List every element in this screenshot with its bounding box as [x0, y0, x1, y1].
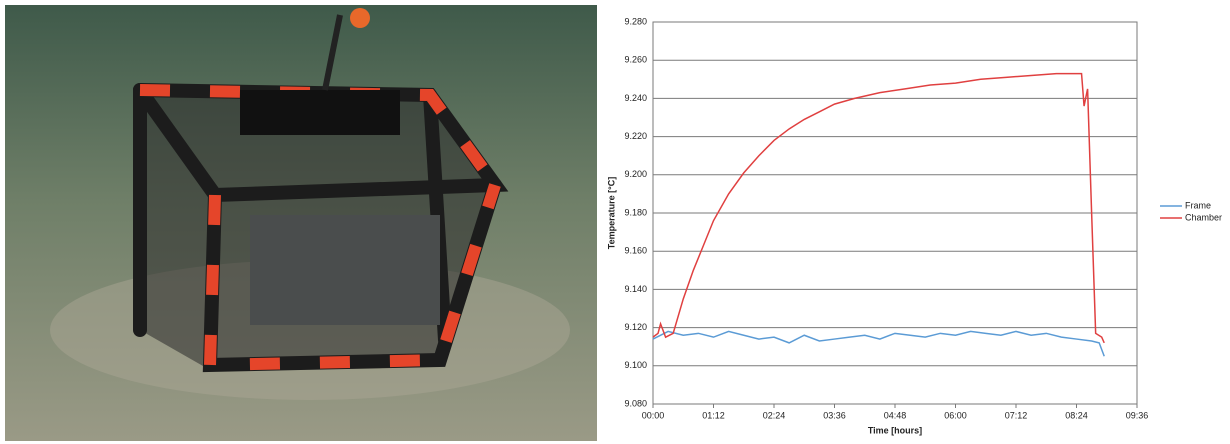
x-tick-label: 06:00	[944, 410, 967, 420]
photo	[5, 5, 597, 441]
y-tick-label: 9.220	[624, 131, 647, 141]
y-axis-title: Temperature [°C]	[606, 177, 616, 249]
series-line	[653, 331, 1104, 356]
y-tick-label: 9.260	[624, 55, 647, 65]
y-tick-label: 9.180	[624, 207, 647, 217]
x-tick-label: 08:24	[1065, 410, 1088, 420]
y-tick-label: 9.140	[624, 284, 647, 294]
x-tick-label: 00:00	[642, 410, 665, 420]
y-tick-label: 9.080	[624, 398, 647, 408]
series-line	[653, 74, 1104, 343]
x-tick-label: 02:24	[763, 410, 786, 420]
x-tick-label: 03:36	[823, 410, 846, 420]
legend-label: Chamber	[1185, 212, 1222, 222]
y-tick-label: 9.200	[624, 169, 647, 179]
x-axis-title: Time [hours]	[868, 425, 922, 435]
y-tick-label: 9.280	[624, 16, 647, 26]
page: Time [hours] Temperature [°C] 9.080 9.100…	[0, 0, 1230, 444]
y-tick-label: 9.120	[624, 322, 647, 332]
y-tick-label: 9.240	[624, 93, 647, 103]
x-tick-label: 09:36	[1126, 410, 1149, 420]
legend-label: Frame	[1185, 200, 1211, 210]
x-tick-label: 07:12	[1005, 410, 1028, 420]
y-tick-label: 9.160	[624, 246, 647, 256]
x-tick-label: 01:12	[702, 410, 725, 420]
y-tick-label: 9.100	[624, 360, 647, 370]
x-tick-label: 04:48	[884, 410, 907, 420]
